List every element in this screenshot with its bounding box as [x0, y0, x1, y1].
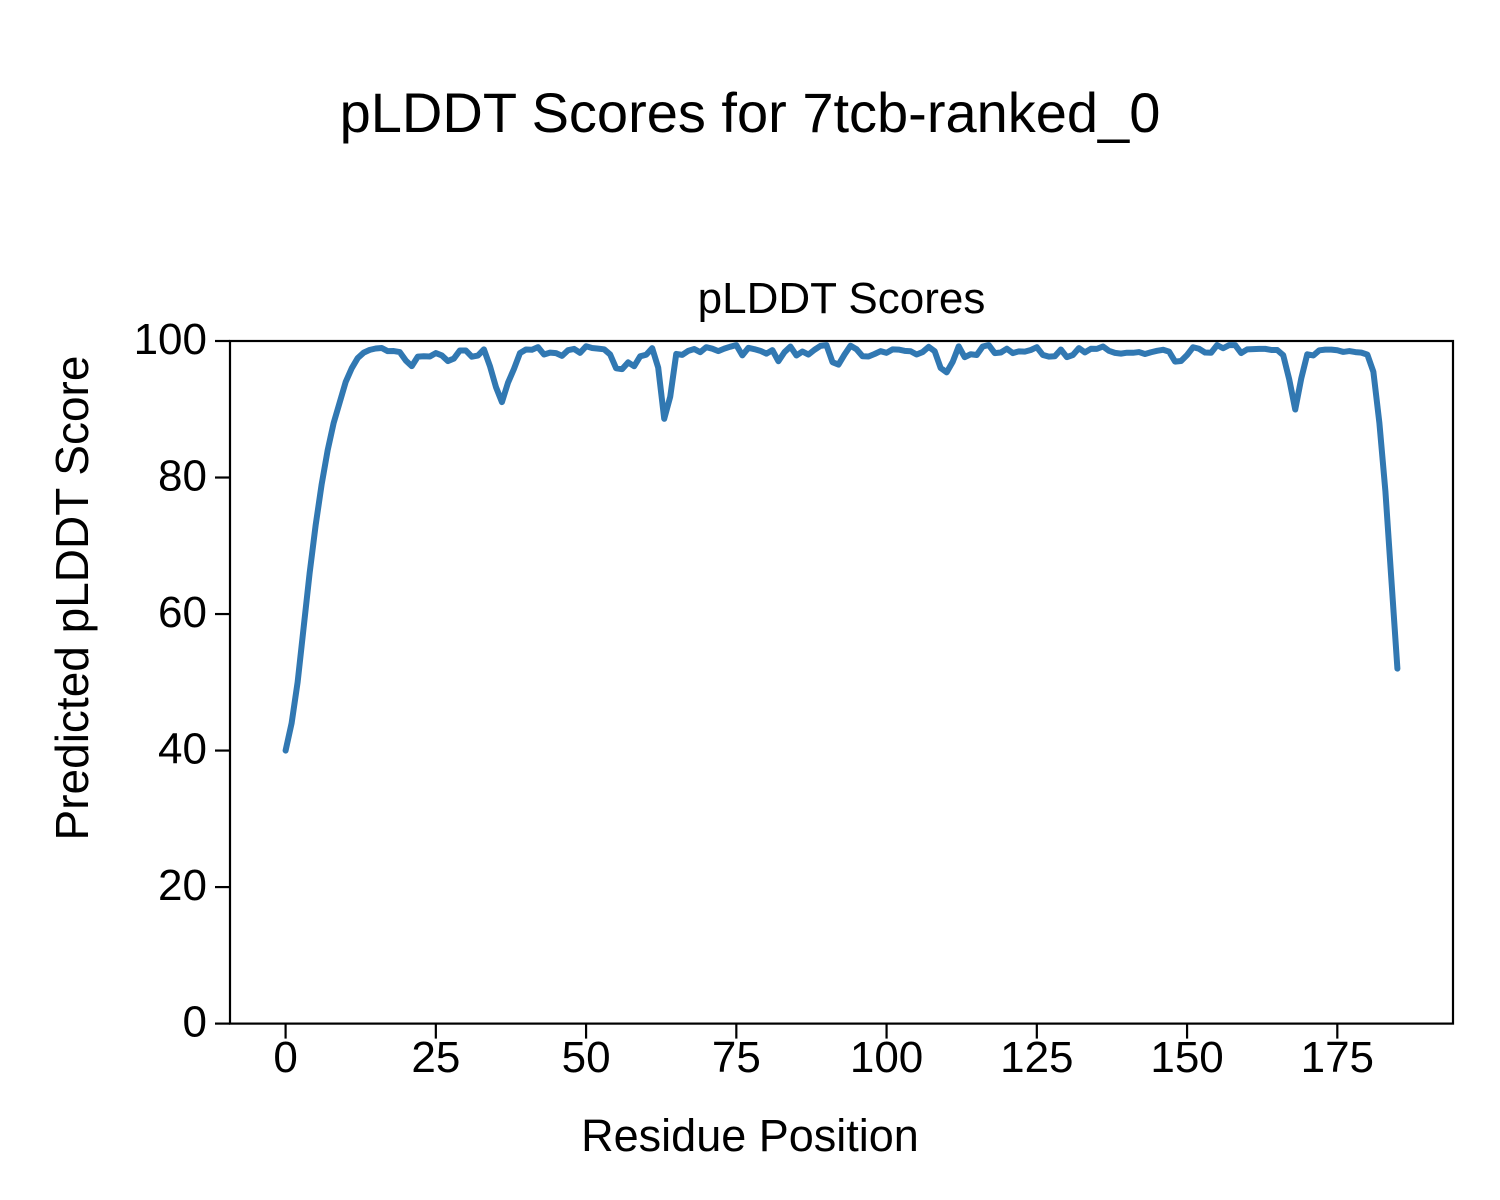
- svg-text:40: 40: [158, 725, 207, 774]
- svg-text:175: 175: [1301, 1033, 1374, 1082]
- svg-text:0: 0: [183, 998, 207, 1047]
- svg-text:100: 100: [850, 1033, 923, 1082]
- svg-text:125: 125: [1000, 1033, 1073, 1082]
- svg-text:20: 20: [158, 861, 207, 910]
- svg-text:75: 75: [712, 1033, 761, 1082]
- svg-text:80: 80: [158, 452, 207, 501]
- svg-text:50: 50: [562, 1033, 611, 1082]
- svg-text:60: 60: [158, 588, 207, 637]
- svg-text:25: 25: [411, 1033, 460, 1082]
- svg-text:150: 150: [1150, 1033, 1223, 1082]
- svg-text:0: 0: [273, 1033, 297, 1082]
- svg-text:100: 100: [134, 315, 207, 364]
